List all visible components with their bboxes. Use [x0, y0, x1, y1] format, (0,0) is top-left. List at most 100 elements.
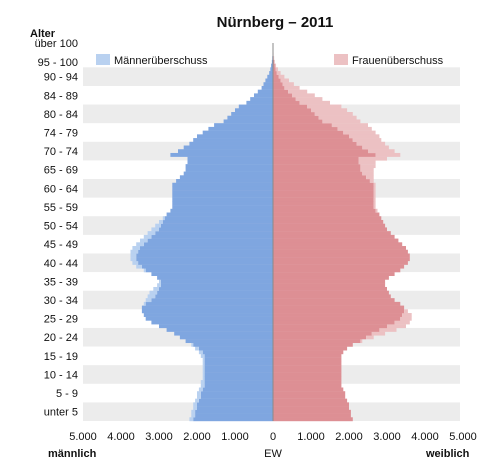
x-right-label: weiblich	[425, 448, 470, 460]
age-group-label: 20 - 24	[44, 332, 78, 344]
female-bar	[273, 209, 376, 213]
male-surplus-bar	[199, 387, 203, 391]
male-bar	[199, 347, 273, 351]
female-bar	[273, 391, 345, 395]
age-group-label: 95 - 100	[38, 57, 78, 69]
male-bar	[142, 309, 273, 313]
male-bar	[201, 391, 273, 395]
female-surplus-bar	[376, 209, 378, 213]
male-surplus-bar	[144, 302, 146, 306]
male-bar	[151, 272, 273, 276]
age-group-label: 70 - 74	[44, 146, 78, 158]
female-bar	[273, 354, 341, 358]
male-bar	[269, 71, 273, 75]
male-bar	[214, 123, 273, 127]
female-bar	[273, 93, 292, 97]
age-group-label: 45 - 49	[44, 239, 78, 251]
age-group-label: 15 - 19	[44, 351, 78, 363]
female-bar	[273, 198, 374, 202]
female-surplus-bar	[366, 175, 374, 179]
male-bar	[186, 164, 273, 168]
female-bar	[273, 376, 341, 380]
male-bar	[203, 387, 273, 391]
female-bar	[273, 239, 398, 243]
population-bars	[131, 45, 412, 421]
female-surplus-bar	[395, 320, 410, 324]
age-group-label: 55 - 59	[44, 202, 78, 214]
male-bar	[231, 112, 273, 116]
male-surplus-bar	[201, 354, 205, 358]
legend-male-surplus-swatch	[96, 54, 110, 65]
male-bar	[188, 157, 274, 161]
female-bar	[273, 343, 353, 347]
female-bar	[273, 261, 408, 265]
female-bar	[273, 86, 284, 90]
male-bar	[140, 246, 273, 250]
male-bar	[172, 190, 273, 194]
female-surplus-bar	[362, 146, 389, 150]
male-bar	[193, 417, 273, 421]
male-bar	[205, 373, 273, 377]
male-surplus-bar	[131, 257, 137, 261]
female-bar	[273, 384, 341, 388]
male-bar	[178, 149, 273, 153]
female-bar	[273, 313, 402, 317]
female-surplus-bar	[376, 153, 401, 157]
female-bar	[273, 183, 374, 187]
legend-male-surplus-label: Männerüberschuss	[114, 55, 208, 67]
male-bar	[195, 414, 273, 418]
male-bar	[184, 172, 273, 176]
female-bar	[273, 112, 315, 116]
male-bar	[235, 108, 273, 112]
female-surplus-bar	[387, 324, 406, 328]
female-bar	[273, 123, 332, 127]
male-bar	[189, 142, 273, 146]
male-bar	[159, 324, 273, 328]
male-bar	[172, 205, 273, 209]
age-group-label: 60 - 64	[44, 183, 78, 195]
female-bar	[273, 369, 341, 373]
male-bar	[172, 183, 273, 187]
legend-female-surplus-label: Frauenüberschuss	[352, 55, 444, 67]
male-surplus-bar	[203, 369, 205, 373]
male-bar	[205, 380, 273, 384]
male-bar	[172, 186, 273, 190]
male-surplus-bar	[203, 373, 205, 377]
female-bar	[273, 190, 374, 194]
female-surplus-bar	[360, 168, 373, 172]
male-bar	[193, 343, 273, 347]
female-surplus-bar	[359, 157, 388, 161]
male-surplus-bar	[193, 402, 197, 406]
male-surplus-bar	[159, 220, 163, 224]
female-surplus-bar	[338, 127, 372, 131]
female-bar	[273, 105, 307, 109]
legend-female-surplus: Frauenüberschuss	[334, 54, 444, 67]
male-surplus-bar	[131, 250, 139, 254]
female-surplus-bar	[374, 186, 376, 190]
female-surplus-bar	[276, 67, 278, 71]
age-group-label: 80 - 84	[44, 109, 78, 121]
female-bar	[273, 224, 385, 228]
female-bar	[273, 75, 279, 79]
male-surplus-bar	[150, 291, 158, 295]
female-bar	[273, 335, 366, 339]
female-bar	[273, 361, 341, 365]
x-tick-label: 1.000	[297, 431, 325, 443]
x-tick-label: 0	[270, 431, 276, 443]
male-surplus-bar	[195, 399, 199, 403]
male-bar	[197, 402, 273, 406]
female-bar	[273, 320, 395, 324]
male-surplus-bar	[146, 298, 152, 302]
female-surplus-bar	[353, 138, 382, 142]
male-surplus-bar	[136, 242, 144, 246]
male-bar	[180, 335, 273, 339]
age-group-label: 90 - 94	[44, 72, 78, 84]
male-surplus-bar	[163, 216, 165, 220]
male-surplus-bar	[203, 358, 205, 362]
male-surplus-bar	[151, 227, 159, 231]
female-surplus-bar	[296, 97, 323, 101]
female-surplus-bar	[292, 93, 315, 97]
male-bar	[138, 261, 273, 265]
